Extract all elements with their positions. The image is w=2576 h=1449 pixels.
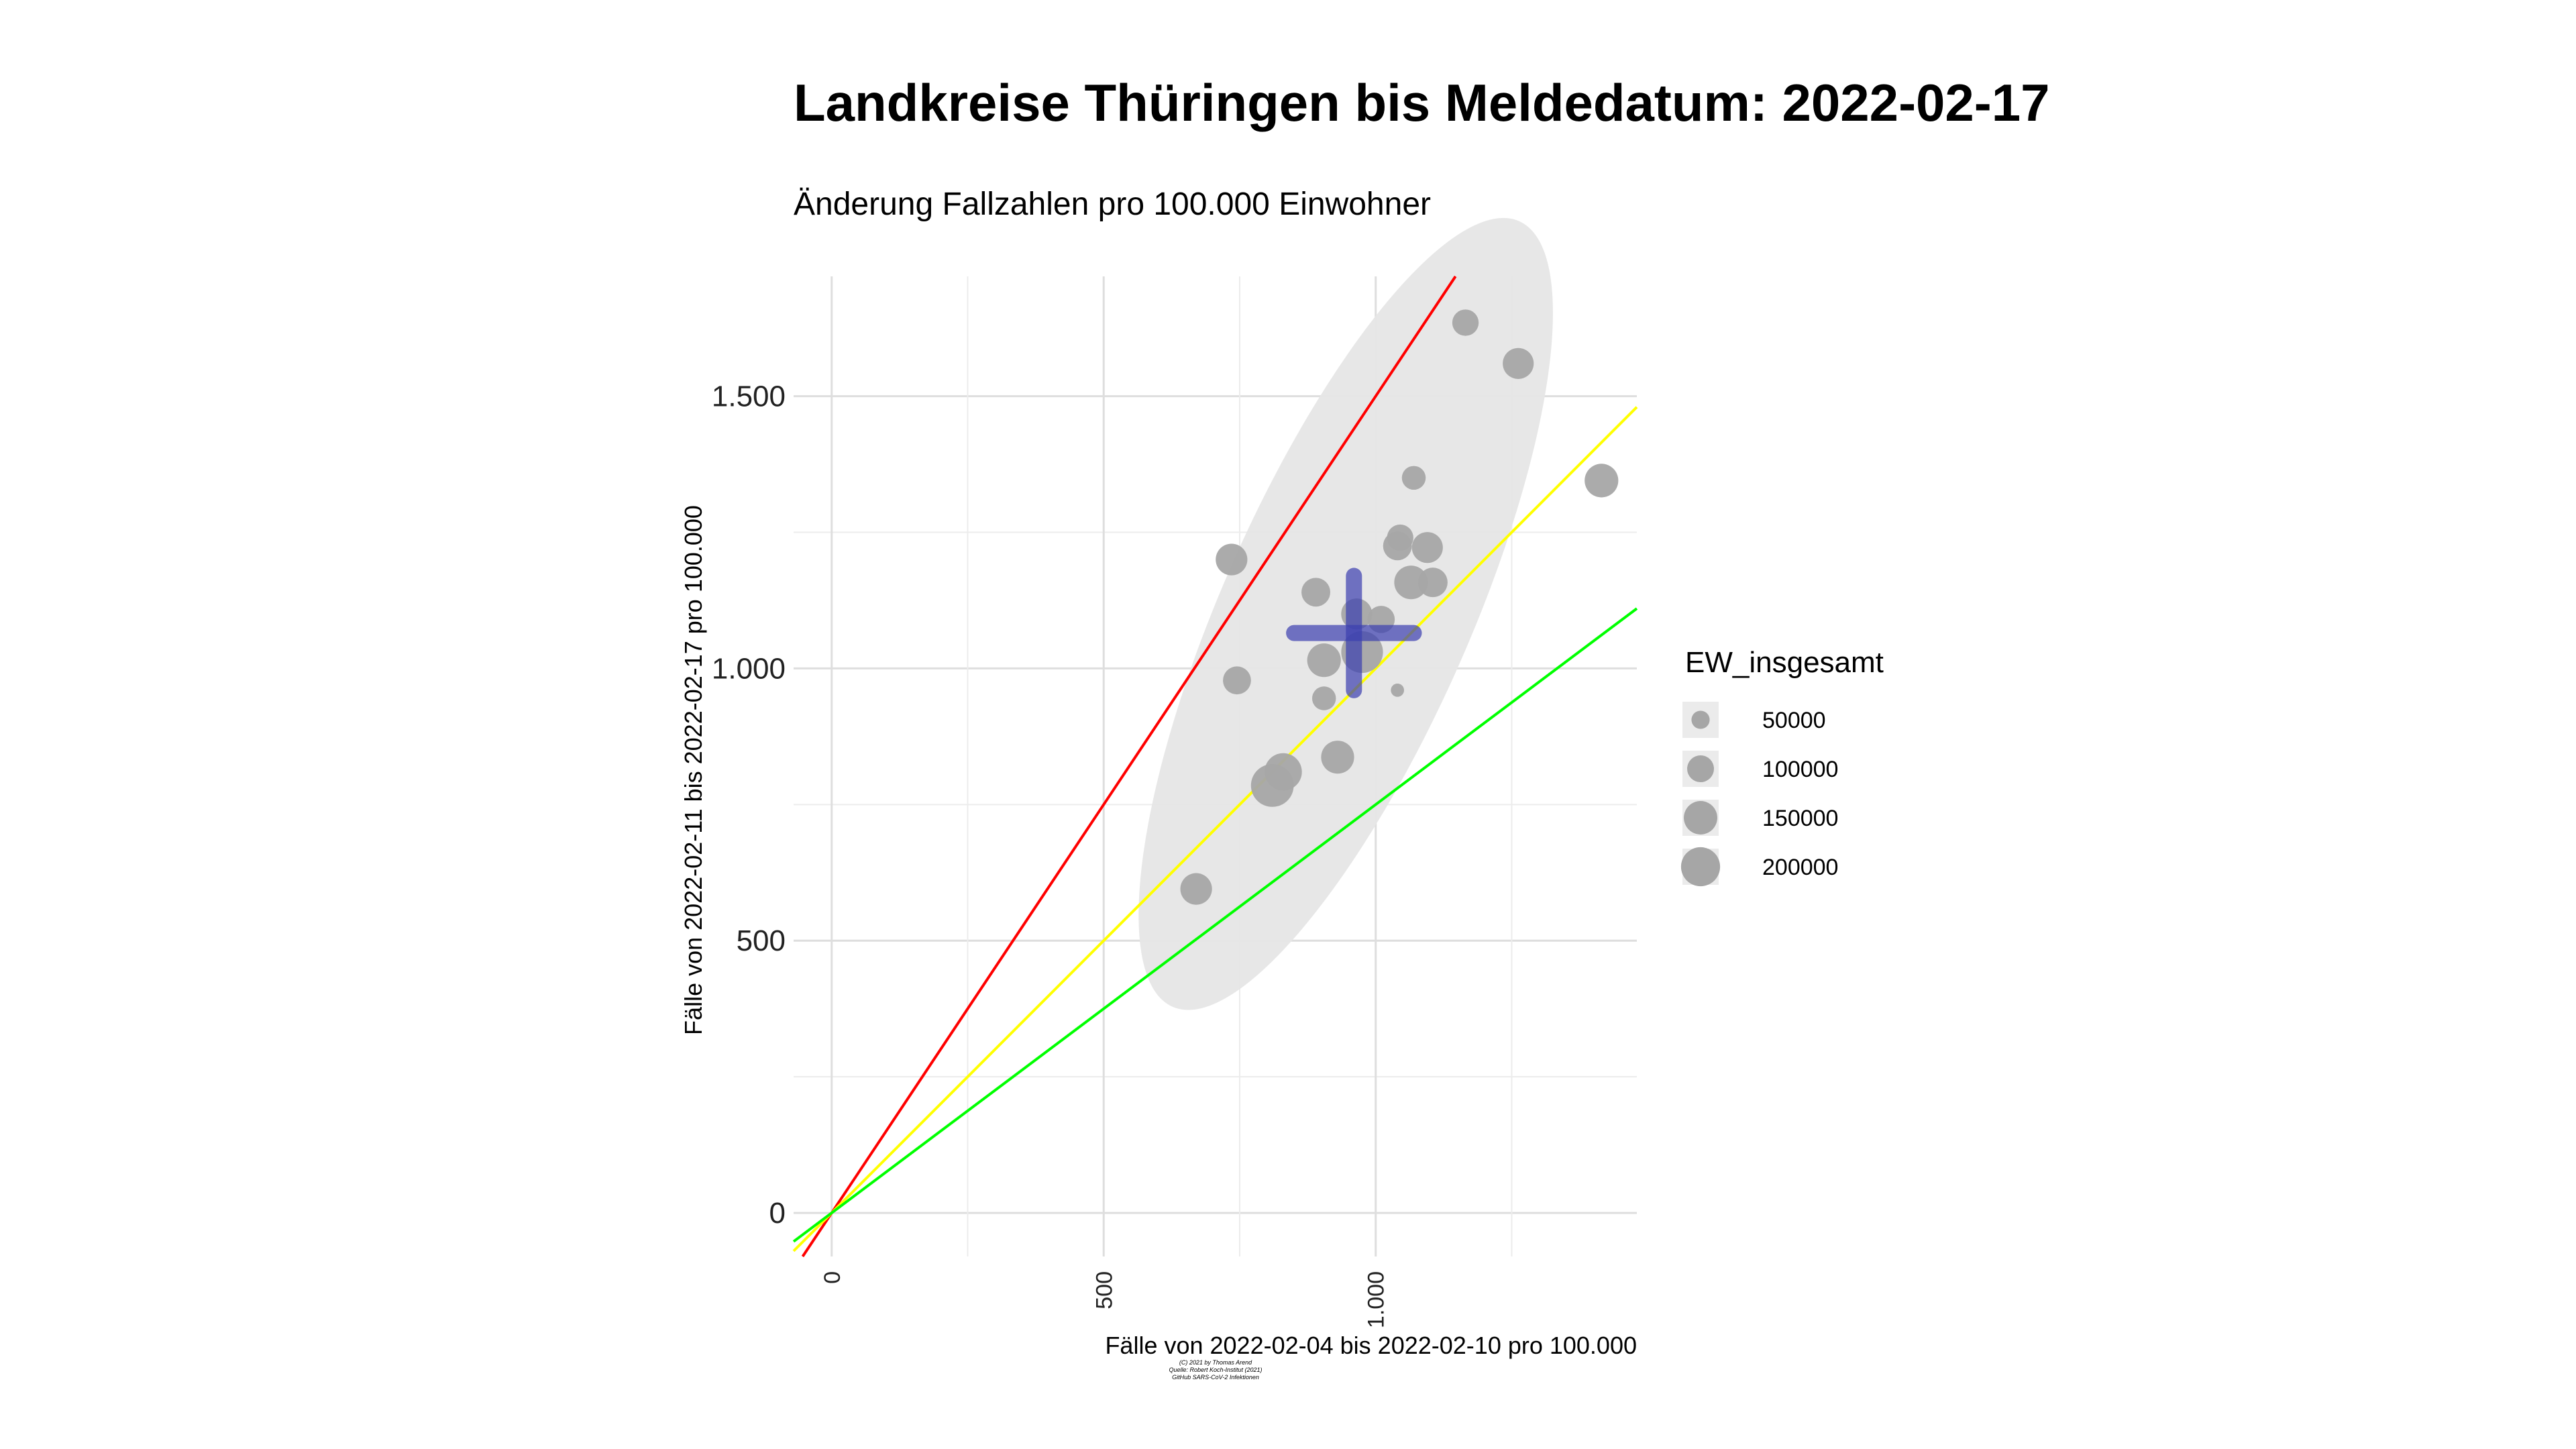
reference-line xyxy=(801,275,1457,1258)
legend-label: 100000 xyxy=(1762,757,1838,782)
y-tick-label: 500 xyxy=(737,924,786,957)
data-point xyxy=(1216,543,1248,576)
caption-line-3: GitHub SARS-CoV-2 Infektionen xyxy=(1172,1374,1259,1381)
legend-title: EW_insgesamt xyxy=(1685,646,1884,679)
legend-key-circle xyxy=(1687,755,1714,782)
legend-label: 50000 xyxy=(1762,708,1826,733)
data-point xyxy=(1452,309,1479,336)
reference-line xyxy=(792,406,1638,1252)
y-axis-label: Fälle von 2022-02-11 bis 2022-02-17 pro … xyxy=(680,505,707,1035)
chart-title: Landkreise Thüringen bis Meldedatum: 202… xyxy=(794,73,2050,132)
data-point xyxy=(1394,566,1428,600)
data-point xyxy=(1417,568,1448,598)
caption-line-2: Quelle: Robert Koch-Institut (2021) xyxy=(1169,1366,1262,1373)
data-point xyxy=(1223,666,1251,695)
legend-key-circle xyxy=(1691,710,1710,729)
x-tick-label: 500 xyxy=(1091,1271,1117,1309)
data-point xyxy=(1383,531,1412,561)
data-point xyxy=(1503,347,1534,379)
data-point xyxy=(1301,578,1330,607)
legend-key-circle xyxy=(1684,801,1717,835)
data-point xyxy=(1321,741,1354,774)
data-point xyxy=(1585,464,1619,498)
caption: (C) 2021 by Thomas Arend Quelle: Robert … xyxy=(1169,1359,1262,1381)
data-point xyxy=(1307,643,1341,678)
legend-label: 200000 xyxy=(1762,855,1838,880)
reference-lines xyxy=(792,275,1638,1258)
y-tick-labels: 0 500 1.000 1.500 xyxy=(712,380,786,1230)
y-tick-label: 0 xyxy=(769,1197,786,1230)
data-point xyxy=(1411,532,1443,564)
points-layer xyxy=(1180,309,1619,905)
y-tick-label: 1.000 xyxy=(712,652,786,685)
caption-line-1: (C) 2021 by Thomas Arend xyxy=(1179,1359,1252,1366)
legend-label: 150000 xyxy=(1762,806,1838,831)
legend-key-circle xyxy=(1680,847,1721,887)
y-tick-label: 1.500 xyxy=(712,380,786,413)
data-point xyxy=(1391,684,1405,697)
chart-subtitle: Änderung Fallzahlen pro 100.000 Einwohne… xyxy=(794,186,1431,222)
mean-cross xyxy=(1286,568,1422,698)
legend-entries: 50000 100000 150000 200000 xyxy=(1680,702,1838,887)
x-tick-labels: 0 500 1.000 xyxy=(820,1271,1389,1328)
x-tick-label: 0 xyxy=(820,1271,845,1284)
data-point xyxy=(1180,873,1212,905)
data-point xyxy=(1250,764,1294,807)
legend: EW_insgesamt 50000 100000 150000 200000 xyxy=(1680,646,1884,887)
reference-line xyxy=(792,607,1638,1243)
x-tick-label: 1.000 xyxy=(1364,1271,1389,1328)
data-point xyxy=(1311,686,1336,710)
data-point xyxy=(1401,466,1426,490)
x-axis-label: Fälle von 2022-02-04 bis 2022-02-10 pro … xyxy=(1105,1332,1637,1359)
